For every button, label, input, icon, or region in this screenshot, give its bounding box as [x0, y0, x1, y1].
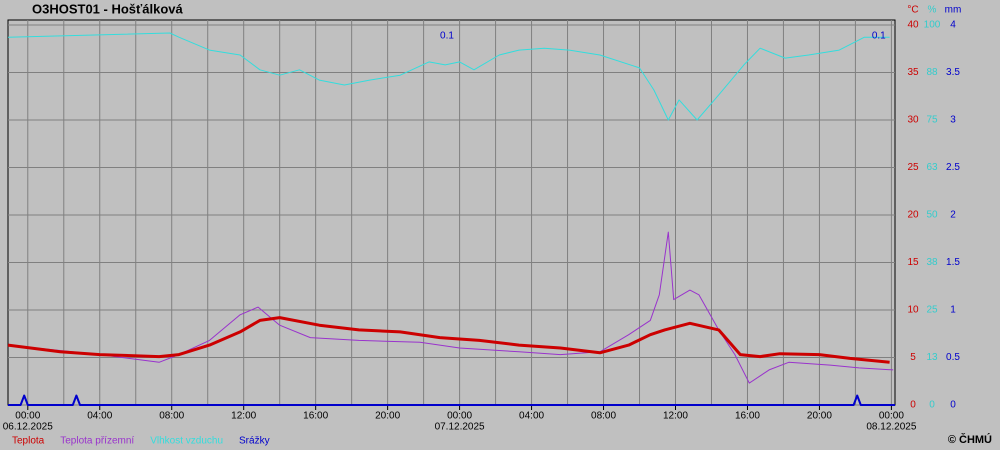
- y2-tick-label: 88: [926, 67, 938, 78]
- y2-tick-label: 63: [926, 162, 938, 173]
- series-line: [8, 394, 895, 406]
- y-tick-label: 20: [907, 210, 919, 221]
- date-label: 07.12.2025: [435, 422, 485, 433]
- y3-tick-label: 0.5: [946, 352, 960, 363]
- y2-tick-label: 100: [924, 20, 941, 31]
- chart-title: O3HOST01 - Hošťálková: [32, 1, 183, 16]
- legend-entry: Teplota: [12, 436, 45, 447]
- y-tick-label: 0: [910, 400, 916, 411]
- y3-tick-label: 1.5: [946, 257, 960, 268]
- legend-entry: Srážky: [239, 436, 270, 447]
- x-tick-label: 00:00: [879, 411, 904, 422]
- x-tick-label: 20:00: [807, 411, 832, 422]
- y-tick-label: 35: [907, 67, 919, 78]
- x-tick-label: 04:00: [87, 411, 112, 422]
- legend-entry: Teplota přízemní: [60, 436, 134, 447]
- annotation: 0.1: [440, 31, 454, 42]
- date-label: 06.12.2025: [3, 422, 53, 433]
- y3-tick-label: 4: [950, 20, 956, 31]
- y-tick-label: 40: [907, 20, 919, 31]
- y3-tick-label: 2.5: [946, 162, 960, 173]
- y-tick-label: 30: [907, 115, 919, 126]
- legend-entry: Vlhkost vzduchu: [150, 436, 223, 447]
- y2-tick-label: 50: [926, 210, 938, 221]
- y2-tick-label: 38: [926, 257, 938, 268]
- y3-tick-label: 2: [950, 210, 956, 221]
- y-tick-label: 25: [907, 162, 919, 173]
- x-tick-label: 16:00: [303, 411, 328, 422]
- date-label: 08.12.2025: [866, 422, 916, 433]
- y2-unit: %: [928, 5, 937, 16]
- series-line: [7, 32, 890, 121]
- y3-unit: mm: [945, 5, 962, 16]
- y-tick-label: 10: [907, 305, 919, 316]
- annotation: 0.1: [872, 31, 886, 42]
- y2-tick-label: 13: [926, 352, 938, 363]
- y2-tick-label: 75: [926, 115, 938, 126]
- y2-tick-label: 25: [926, 305, 938, 316]
- series-line: [7, 316, 890, 364]
- x-tick-label: 16:00: [735, 411, 760, 422]
- x-tick-label: 12:00: [231, 411, 256, 422]
- y3-tick-label: 0: [950, 400, 956, 411]
- x-tick-label: 04:00: [519, 411, 544, 422]
- x-tick-label: 00:00: [447, 411, 472, 422]
- series-line: [7, 231, 894, 384]
- y3-tick-label: 3.5: [946, 67, 960, 78]
- y-tick-label: 5: [910, 352, 916, 363]
- x-tick-label: 20:00: [375, 411, 400, 422]
- x-tick-label: 00:00: [15, 411, 40, 422]
- y-tick-label: 15: [907, 257, 919, 268]
- x-tick-label: 12:00: [663, 411, 688, 422]
- y3-tick-label: 1: [950, 305, 956, 316]
- credit: © ČHMÚ: [948, 433, 992, 446]
- y2-tick-label: 0: [929, 400, 935, 411]
- y3-tick-label: 3: [950, 115, 956, 126]
- x-tick-label: 08:00: [159, 411, 184, 422]
- y-unit: °C: [907, 5, 918, 16]
- x-tick-label: 08:00: [591, 411, 616, 422]
